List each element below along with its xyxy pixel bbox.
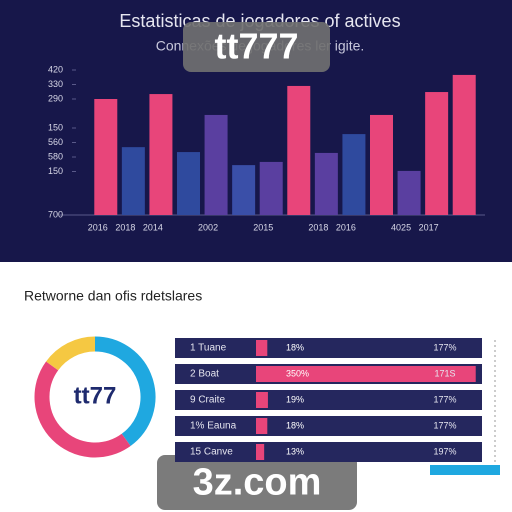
row-bar xyxy=(256,418,268,434)
row-right-label: 177% xyxy=(433,420,456,430)
bar xyxy=(370,114,393,215)
row-bg xyxy=(175,390,482,410)
row-bar xyxy=(256,366,476,382)
x-tick-label: 2016 xyxy=(88,222,108,232)
x-tick-label: 2014 xyxy=(143,222,163,232)
row-bg xyxy=(175,442,482,462)
x-tick-label: 2017 xyxy=(419,222,439,232)
row-label: 9 Craite xyxy=(190,395,225,406)
x-tick-label: 4025 xyxy=(391,222,411,232)
bar xyxy=(397,170,421,215)
row-value-label: 13% xyxy=(286,446,304,456)
x-tick-label: 2018 xyxy=(308,222,328,232)
x-tick-label: 2016 xyxy=(336,222,356,232)
y-tick-label: 560 xyxy=(48,137,63,147)
row-bar xyxy=(256,392,268,408)
row-label: 1 Tuane xyxy=(190,343,227,354)
row-value-label: 18% xyxy=(286,342,304,352)
donut-center-label: tt77 xyxy=(74,382,117,409)
bar xyxy=(121,147,145,215)
donut-segment xyxy=(46,336,96,371)
donut-segment xyxy=(94,336,156,446)
bar xyxy=(314,152,338,215)
x-tick-label: 2002 xyxy=(198,222,218,232)
bar xyxy=(425,92,449,215)
watermark: 3z.com xyxy=(193,462,322,504)
row-value-label: 350% xyxy=(286,368,309,378)
y-tick-label: 580 xyxy=(48,151,63,161)
row-bg xyxy=(175,338,482,358)
row-right-label: 171S xyxy=(434,368,455,378)
row-label: 15 Canve xyxy=(190,447,233,458)
row-value-label: 19% xyxy=(286,394,304,404)
row-right-label: 197% xyxy=(433,446,456,456)
bar xyxy=(232,165,256,215)
bar xyxy=(287,85,311,215)
row-bar xyxy=(256,340,268,356)
bar xyxy=(177,152,200,215)
section-title: Retworne dan ofis rdetslares xyxy=(24,288,202,304)
row-bg xyxy=(175,416,482,436)
footer-bar xyxy=(430,465,500,475)
bar xyxy=(452,74,476,216)
y-tick-label: 150 xyxy=(48,122,63,132)
watermark: tt777 xyxy=(214,26,298,67)
donut-segment xyxy=(34,361,131,458)
y-tick-label: 420 xyxy=(48,64,63,74)
bar xyxy=(342,134,366,215)
x-tick-label: 2015 xyxy=(253,222,273,232)
row-right-label: 177% xyxy=(433,342,456,352)
bar xyxy=(149,94,173,215)
bar xyxy=(259,161,283,215)
x-tick-label: 2018 xyxy=(115,222,135,232)
row-right-label: 177% xyxy=(433,394,456,404)
y-tick-label: 330 xyxy=(48,79,63,89)
row-bar xyxy=(256,444,265,460)
row-label: 2 Boat xyxy=(190,369,219,380)
bar xyxy=(204,114,228,215)
watermark-box xyxy=(183,22,330,72)
y-tick-label: 290 xyxy=(48,93,63,103)
y-tick-label: 700 xyxy=(48,209,63,219)
row-label: 1% Eauna xyxy=(190,421,237,432)
row-value-label: 18% xyxy=(286,420,304,430)
watermark-box xyxy=(157,455,357,510)
bar xyxy=(94,99,118,215)
y-tick-label: 150 xyxy=(48,166,63,176)
